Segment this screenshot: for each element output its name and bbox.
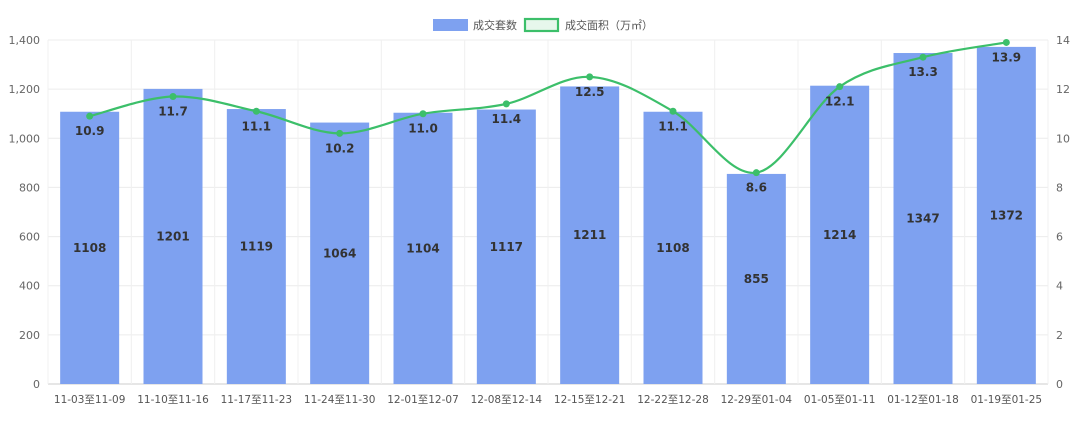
line-point[interactable] bbox=[252, 107, 260, 115]
right-tick-label: 4 bbox=[1056, 280, 1063, 293]
line-value-label: 13.9 bbox=[992, 50, 1022, 64]
bar-value-label: 855 bbox=[744, 272, 769, 286]
right-tick-label: 14 bbox=[1056, 34, 1070, 47]
left-tick-label: 1,000 bbox=[9, 132, 41, 145]
x-tick-label: 01-05至01-11 bbox=[804, 394, 876, 406]
line-point[interactable] bbox=[419, 110, 427, 118]
bar[interactable] bbox=[893, 53, 953, 384]
line-point[interactable] bbox=[752, 169, 760, 177]
line-point[interactable] bbox=[1002, 38, 1010, 46]
right-tick-label: 12 bbox=[1056, 83, 1070, 96]
x-tick-label: 12-15至12-21 bbox=[554, 394, 626, 406]
x-axis: 11-03至11-09 11-10至11-16 11-17至11-23 11-24至1… bbox=[54, 394, 1042, 406]
line-point[interactable] bbox=[86, 112, 94, 120]
x-tick-label: 01-12至01-18 bbox=[887, 394, 959, 406]
bar[interactable] bbox=[310, 122, 370, 384]
right-tick-label: 8 bbox=[1056, 181, 1063, 194]
left-tick-label: 200 bbox=[19, 329, 40, 342]
right-tick-label: 6 bbox=[1056, 231, 1063, 244]
line-point[interactable] bbox=[919, 53, 927, 61]
line-point[interactable] bbox=[836, 83, 844, 91]
right-tick-label: 2 bbox=[1056, 329, 1063, 342]
right-tick-label: 10 bbox=[1056, 132, 1070, 145]
line-value-label: 10.9 bbox=[75, 124, 105, 138]
bar-value-label: 1108 bbox=[73, 241, 106, 255]
line-point[interactable] bbox=[586, 73, 594, 81]
line-value-labels: 10.9 11.7 11.1 10.2 11.0 11.4 12.5 11.1 8.6 12.1 1… bbox=[75, 50, 1021, 194]
bar[interactable] bbox=[560, 86, 620, 384]
legend-swatch-bars[interactable] bbox=[433, 19, 468, 31]
bar-series bbox=[60, 46, 1036, 385]
bar[interactable] bbox=[60, 111, 120, 385]
bar[interactable] bbox=[393, 112, 453, 384]
bar-value-label: 1211 bbox=[573, 228, 606, 242]
bar-value-label: 1214 bbox=[823, 228, 856, 242]
left-tick-label: 600 bbox=[19, 231, 40, 244]
line-point[interactable] bbox=[502, 100, 510, 108]
legend: 成交套数 成交面积（万㎡） bbox=[433, 17, 653, 33]
bar-value-labels: 1108 1201 1119 1064 1104 1117 1211 1108 855 1214 1… bbox=[73, 208, 1023, 286]
bar[interactable] bbox=[976, 46, 1036, 384]
x-tick-label: 12-08至12-14 bbox=[471, 394, 543, 406]
x-tick-label: 11-24至11-30 bbox=[304, 394, 376, 406]
bar[interactable] bbox=[476, 109, 536, 384]
line-value-label: 11.1 bbox=[242, 119, 272, 133]
right-y-axis: 0 2 4 6 8 10 12 14 bbox=[1056, 34, 1070, 391]
bar[interactable] bbox=[810, 85, 870, 385]
bar-value-label: 1201 bbox=[156, 229, 189, 243]
line-value-label: 11.0 bbox=[408, 122, 438, 136]
bar-value-label: 1104 bbox=[406, 241, 439, 255]
x-tick-label: 11-17至11-23 bbox=[221, 394, 293, 406]
x-tick-label: 11-03至11-09 bbox=[54, 394, 126, 406]
line-series bbox=[86, 38, 1010, 177]
x-tick-label: 12-01至12-07 bbox=[387, 394, 459, 406]
x-tick-label: 12-22至12-28 bbox=[637, 394, 709, 406]
left-tick-label: 0 bbox=[33, 378, 40, 391]
bar[interactable] bbox=[643, 111, 703, 385]
bar-value-label: 1372 bbox=[990, 208, 1023, 222]
bar[interactable] bbox=[226, 109, 286, 384]
bar-value-label: 1064 bbox=[323, 246, 356, 260]
bar-value-label: 1119 bbox=[240, 240, 273, 254]
bar[interactable] bbox=[143, 88, 203, 384]
left-tick-label: 400 bbox=[19, 280, 40, 293]
line-value-label: 8.6 bbox=[746, 181, 767, 195]
line-value-label: 10.2 bbox=[325, 141, 355, 155]
left-tick-label: 1,200 bbox=[9, 83, 41, 96]
line-value-label: 11.1 bbox=[658, 119, 688, 133]
legend-label-bars[interactable]: 成交套数 bbox=[473, 18, 517, 32]
line-point[interactable] bbox=[169, 93, 177, 101]
line-point[interactable] bbox=[669, 107, 677, 115]
legend-swatch-line[interactable] bbox=[523, 17, 560, 33]
right-tick-label: 0 bbox=[1056, 378, 1063, 391]
x-tick-label: 01-19至01-25 bbox=[971, 394, 1043, 406]
bar-value-label: 1347 bbox=[906, 212, 939, 226]
left-tick-label: 1,400 bbox=[9, 34, 41, 47]
line-path bbox=[89, 41, 1007, 174]
gridlines bbox=[47, 39, 1049, 385]
x-tick-label: 12-29至01-04 bbox=[721, 394, 793, 406]
bar-value-label: 1117 bbox=[490, 240, 523, 254]
bar-value-label: 1108 bbox=[656, 241, 689, 255]
left-y-axis: 0 200 400 600 800 1,000 1,200 1,400 bbox=[9, 34, 41, 391]
x-tick-label: 11-10至11-16 bbox=[137, 394, 209, 406]
line-value-label: 11.4 bbox=[492, 112, 522, 126]
line-value-label: 12.5 bbox=[575, 85, 605, 99]
line-value-label: 13.3 bbox=[908, 65, 938, 79]
legend-label-line[interactable]: 成交面积（万㎡） bbox=[565, 18, 653, 32]
left-tick-label: 800 bbox=[19, 181, 40, 194]
line-value-label: 12.1 bbox=[825, 95, 855, 109]
line-point[interactable] bbox=[336, 129, 344, 137]
bar[interactable] bbox=[726, 173, 786, 384]
line-value-label: 11.7 bbox=[158, 105, 188, 119]
